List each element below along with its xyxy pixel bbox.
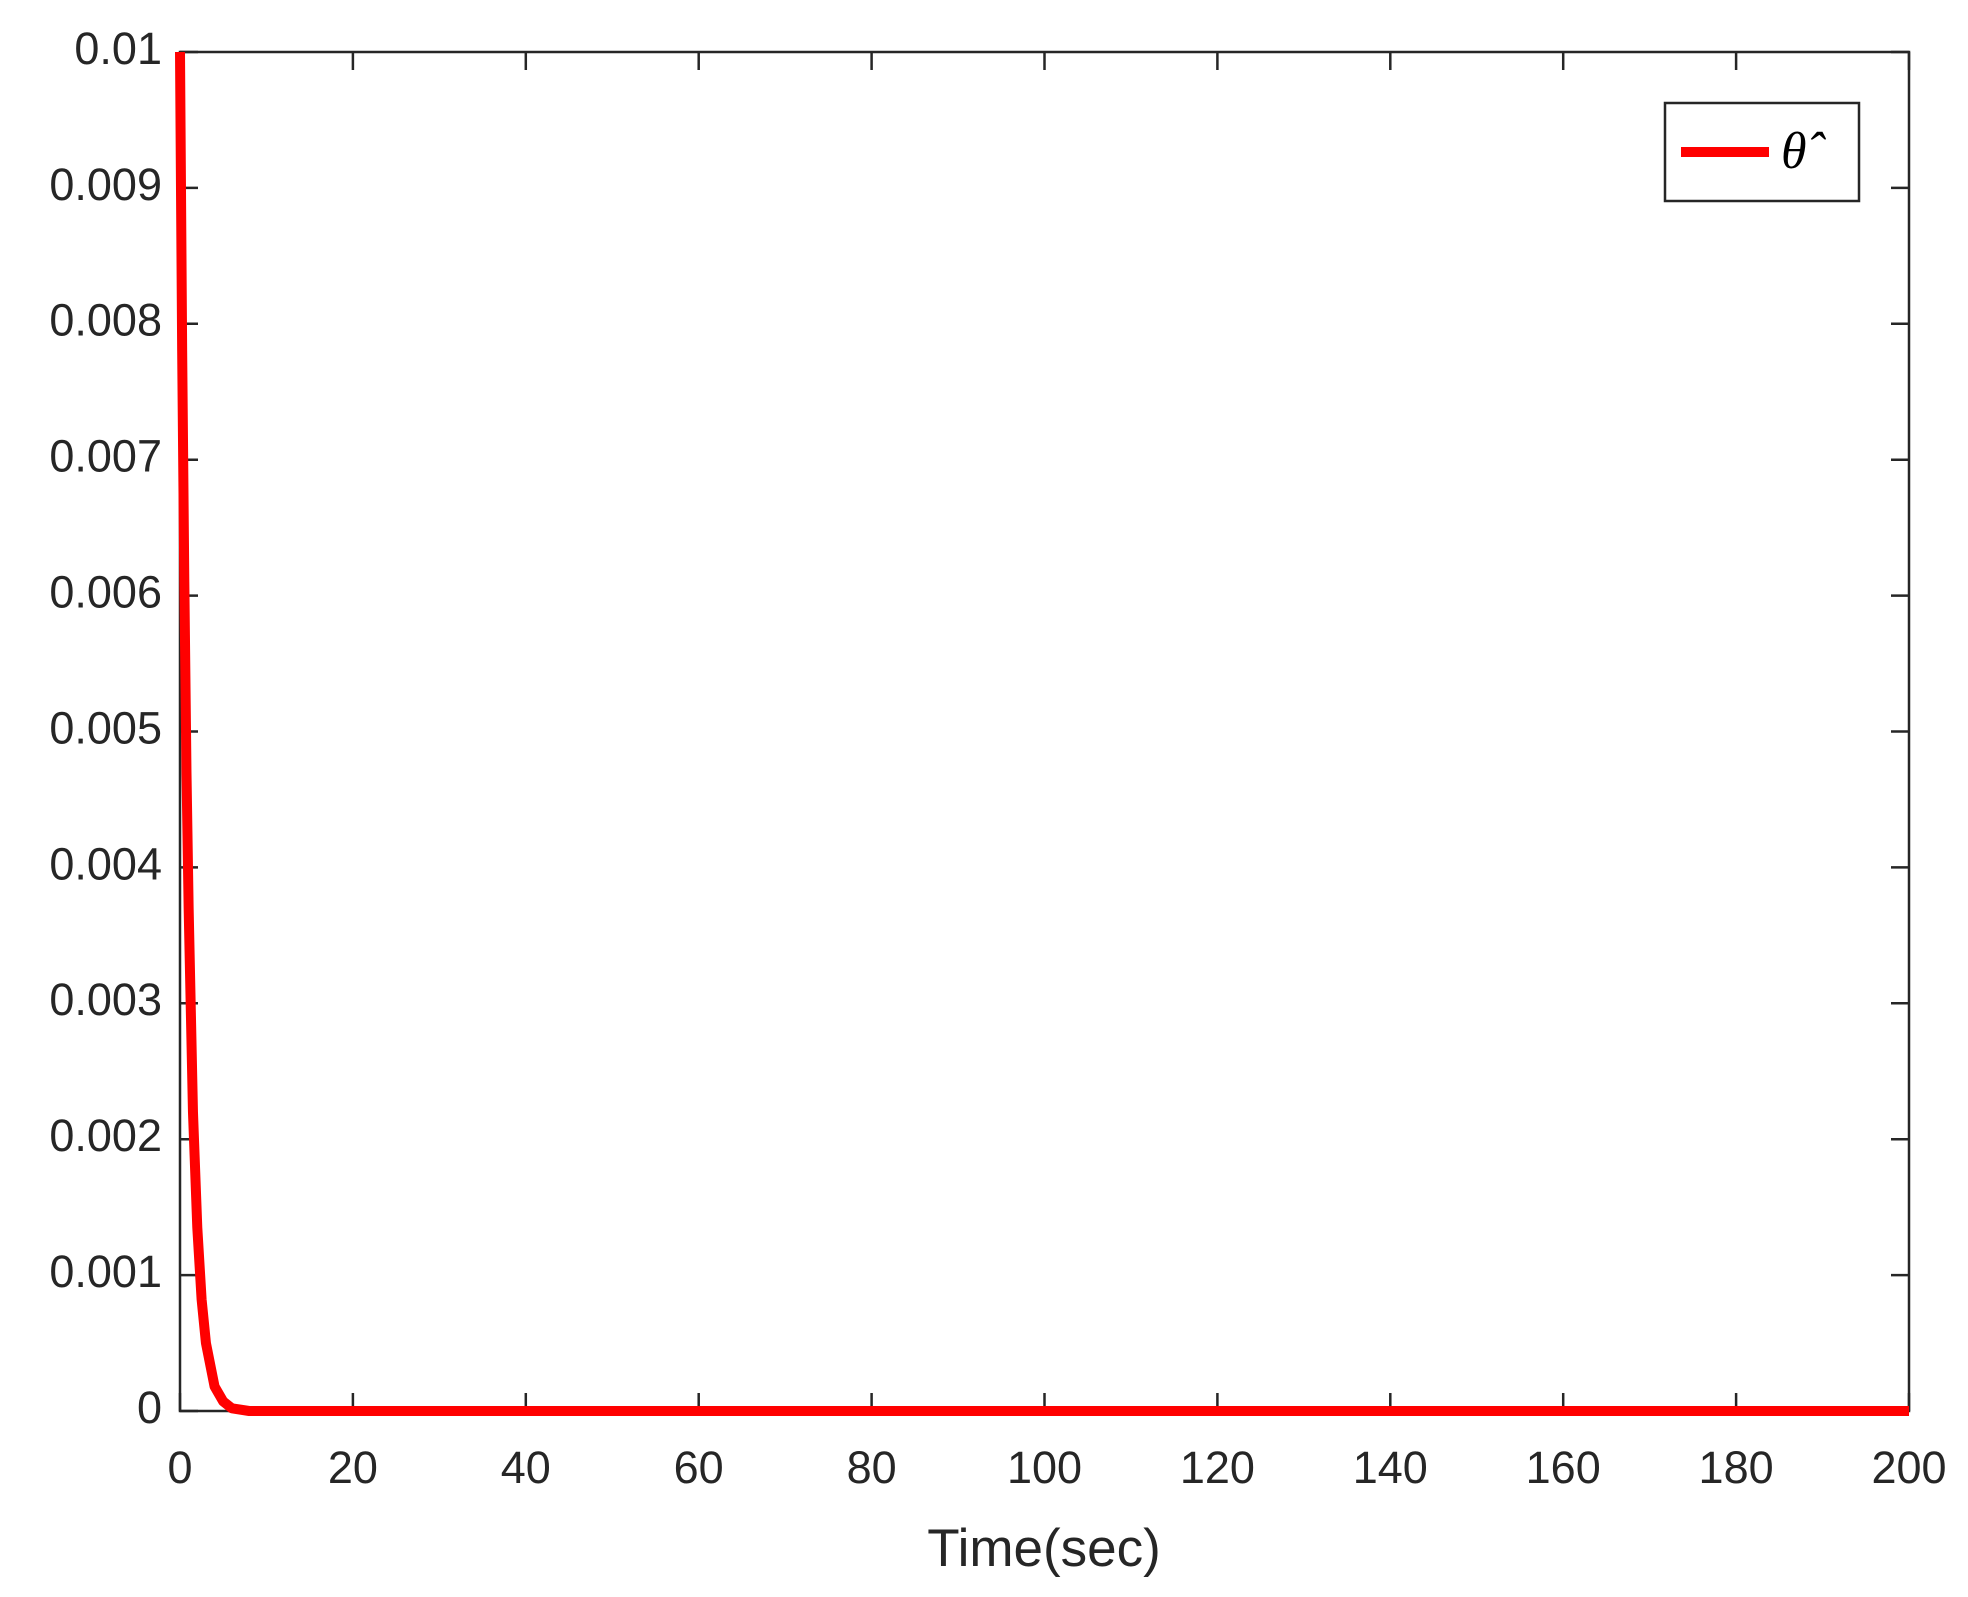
y-tick-label: 0.001 — [49, 1246, 162, 1297]
data-line — [175, 51, 1909, 1416]
x-tick-label: 0 — [167, 1442, 192, 1493]
plot-area — [178, 50, 1911, 1413]
x-tick-label: 160 — [1526, 1442, 1601, 1493]
y-tick-label: 0.01 — [74, 23, 162, 74]
y-tick-label: 0.005 — [49, 702, 162, 753]
x-axis-label: Time(sec) — [927, 1519, 1161, 1578]
y-tick-label: 0.009 — [49, 159, 162, 210]
y-tick-label: 0.008 — [49, 295, 162, 346]
x-tick-label: 60 — [674, 1442, 724, 1493]
y-tick-label: 0.002 — [49, 1110, 162, 1161]
y-tick-label: 0.006 — [49, 566, 162, 617]
y-tick-label: 0 — [137, 1382, 162, 1433]
x-tick-label: 180 — [1699, 1442, 1774, 1493]
x-tick-label: 200 — [1871, 1442, 1946, 1493]
y-tick-label: 0.003 — [49, 974, 162, 1025]
x-tick-label: 40 — [501, 1442, 551, 1493]
x-tick-label: 140 — [1353, 1442, 1428, 1493]
x-tick-label: 120 — [1180, 1442, 1255, 1493]
x-tick-label: 20 — [328, 1442, 378, 1493]
x-tick-label: 100 — [1007, 1442, 1082, 1493]
y-tick-label: 0.007 — [49, 431, 162, 482]
y-tick-label: 0.004 — [49, 838, 162, 889]
x-tick-label: 80 — [847, 1442, 897, 1493]
